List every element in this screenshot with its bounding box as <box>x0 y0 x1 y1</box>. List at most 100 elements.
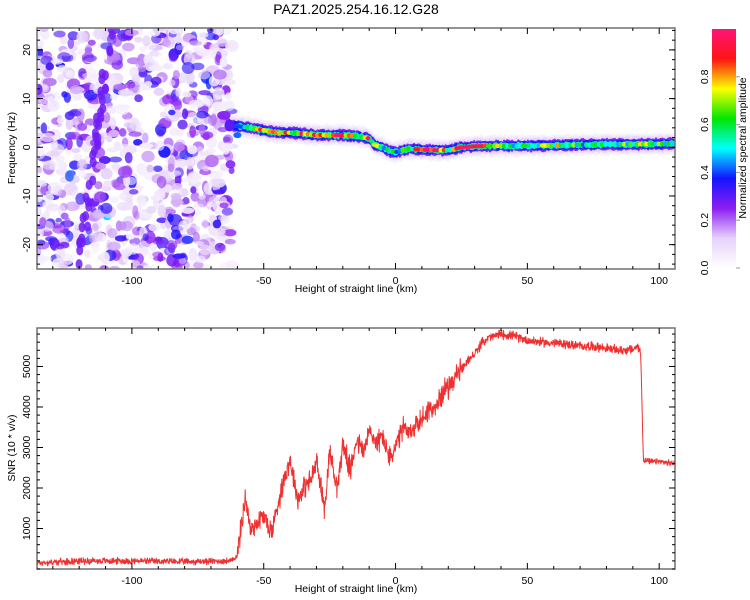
spectrogram-noise-cell <box>41 29 50 40</box>
x-tick-label: 0 <box>393 575 399 587</box>
spectrogram-noise-cell <box>129 120 142 131</box>
spectrogram-noise-cell <box>192 203 205 209</box>
spectrogram-noise-streak-cell <box>94 138 102 149</box>
x-tick-label: 100 <box>650 575 668 587</box>
snr-y-axis: 1000 2000 3000 4000 5000 <box>21 333 675 570</box>
spectrogram-noise-cell <box>122 42 135 52</box>
y-tick-label: 20 <box>21 44 33 56</box>
spectrogram-noise-cell <box>71 227 80 241</box>
spectrogram-noise-cell <box>45 190 58 196</box>
spectrogram-noise-cell <box>111 163 121 171</box>
spectrogram-noise-cell <box>77 123 88 131</box>
spectrogram-noise-cell <box>146 164 154 173</box>
spectrogram-noise-cell <box>189 125 197 138</box>
spectrogram-noise-cell <box>219 202 229 209</box>
spectrogram-noise-streak-cell <box>79 212 87 223</box>
spectrogram-noise-cell <box>146 206 157 214</box>
spectrogram-noise-cell <box>114 235 127 242</box>
spectrogram-noise-cell <box>64 170 74 182</box>
y-tick-label: 1000 <box>21 517 33 541</box>
spectrogram-noise-streak-cell <box>85 179 93 190</box>
spectrogram-noise-cell <box>122 145 137 155</box>
y-tick-label: 3000 <box>21 436 33 460</box>
spectrogram-noise-cell <box>142 132 149 144</box>
spectrogram-noise-cell <box>212 87 225 100</box>
spectrogram-noise-cell <box>65 137 73 151</box>
spectrogram-noise-cell <box>175 87 182 97</box>
snr-panel: -100 -50 0 50 100 1000 2000 3000 4000 5000 Heigh… <box>6 327 676 595</box>
y-tick-label: -10 <box>21 188 33 203</box>
colorbar-tick-label: 0.8 <box>699 69 711 84</box>
spectrogram-ridge-core-cell <box>368 138 374 144</box>
spectrogram-noise-cell <box>211 178 226 188</box>
spectrogram-noise-cell <box>169 56 178 62</box>
x-tick-label: -100 <box>121 275 142 287</box>
spectrogram-noise-cell <box>40 122 48 134</box>
spectrogram-noise-cell <box>109 265 120 269</box>
spectrogram-ridge-core-cell <box>669 141 675 147</box>
spectrogram-noise-cell <box>172 69 180 80</box>
spectrogram-noise-cell <box>157 204 166 218</box>
spectrogram-noise-cell <box>53 30 66 38</box>
spectrogram-noise-cell <box>205 147 216 154</box>
spectrogram-noise-cell <box>37 179 42 190</box>
spectrogram-noise-cell <box>222 134 234 145</box>
spectrogram-noise-cell <box>214 242 226 252</box>
spectrogram-noise-cell <box>225 260 239 268</box>
spectrogram-noise-cell <box>207 201 215 208</box>
spectrogram-noise-cell <box>89 235 96 243</box>
spectrogram-noise-cell <box>167 163 175 173</box>
spectrogram-noise-cell <box>212 226 226 236</box>
spectrogram-noise-cell <box>188 247 198 261</box>
spectrogram-noise-cell <box>156 176 167 189</box>
spectrogram-noise-cell <box>181 235 194 245</box>
spectrogram-noise-cell <box>76 30 89 43</box>
spectrogram-noise-cell <box>62 253 74 265</box>
spectrogram-noise-cell <box>107 228 118 239</box>
spectrogram-noise-cell <box>94 230 103 242</box>
x-tick-label: -50 <box>256 275 271 287</box>
spectrogram-noise-cell <box>39 217 47 227</box>
spectrogram-noise-cell <box>113 83 126 91</box>
spectrogram-noise-cell <box>219 56 228 68</box>
spectrogram-noise-cell <box>191 62 205 71</box>
spectrogram-noise-cell <box>47 99 60 112</box>
spectrogram-noise-streak-cell <box>101 84 109 95</box>
spectrogram-noise-cell <box>63 92 72 103</box>
colorbar-strip <box>712 29 736 268</box>
colorbar-tick-label: 0.4 <box>699 165 711 180</box>
spectrogram-noise-cell <box>190 192 200 202</box>
spectrogram-noise-cell <box>57 64 68 73</box>
spectrogram-noise-cell <box>193 261 204 269</box>
spectrogram-noise-cell <box>141 150 155 163</box>
spectrogram-noise-cell <box>37 148 46 160</box>
spectrogram-noise-cell <box>168 79 176 87</box>
spectrogram-noise-cell <box>77 48 85 56</box>
spectrogram-noise-streak-cell <box>95 120 103 131</box>
colorbar-tick-label: 0.2 <box>699 213 711 228</box>
spectrogram-noise-streak-cell <box>84 221 92 232</box>
spectrogram-noise-cell <box>225 160 236 169</box>
spectrogram-noise-cell <box>153 87 165 96</box>
spectrogram-noise-cell <box>42 194 55 202</box>
spectrogram-noise-cell <box>194 240 205 247</box>
spectrogram-noise-cell <box>37 165 43 174</box>
spectrogram-noise-cell <box>158 119 171 128</box>
spectrogram-noise-cell <box>228 167 235 175</box>
spectrogram-noise-cell <box>136 162 147 176</box>
spectrogram-noise-cell <box>198 194 206 200</box>
spectrogram-noise-cell <box>190 186 197 194</box>
spectrogram-noise-cell <box>67 37 75 49</box>
spectrogram-noise-cell <box>57 167 68 176</box>
spectrogram-ridge-core-cell <box>365 136 371 141</box>
spectrogram-noise-cell <box>124 81 136 89</box>
spectrogram-noise-cell <box>172 253 186 259</box>
spectrogram-noise-streak-cell <box>78 222 86 233</box>
spectrogram-noise-cell <box>125 176 137 186</box>
spectrogram-noise-cell <box>64 111 75 121</box>
spectrogram-noise-cell <box>173 141 185 152</box>
spectrogram-noise-cell <box>53 91 61 100</box>
spectrogram-noise-cell <box>134 36 143 43</box>
spectrogram-noise-cell <box>196 101 205 107</box>
